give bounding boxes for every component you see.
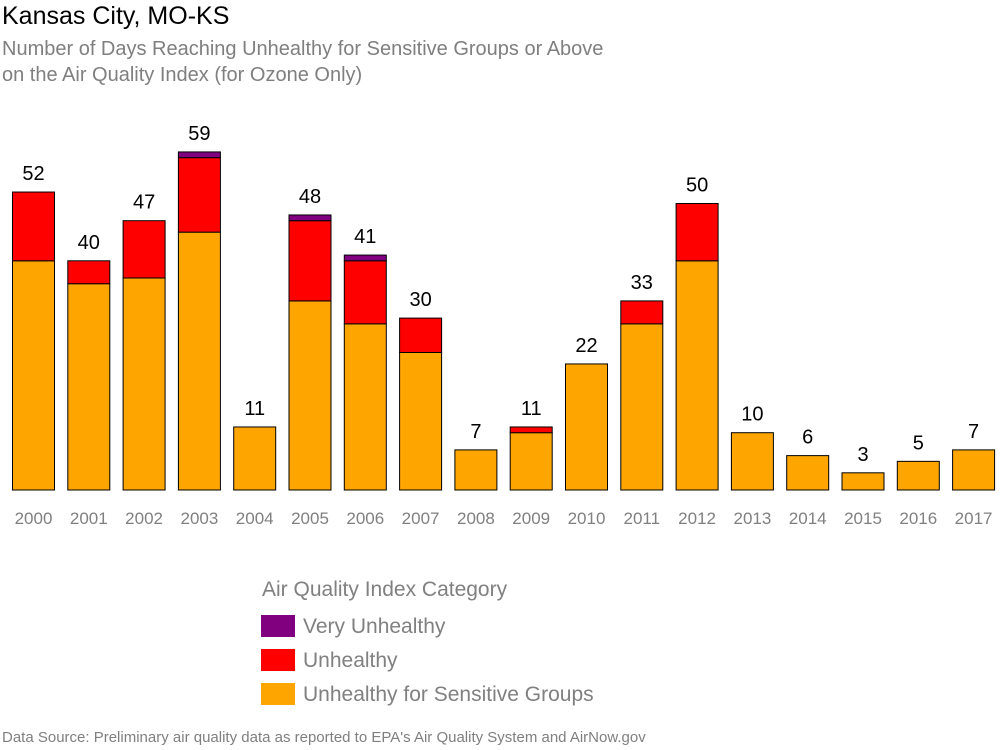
legend-title: Air Quality Index Category	[262, 578, 508, 601]
legend-swatch-very-unhealthy	[261, 615, 295, 637]
bar-total-label-2016: 5	[913, 432, 924, 454]
legend-label-very-unhealthy: Very Unhealthy	[303, 615, 446, 638]
bar-total-label-2000: 52	[22, 163, 44, 185]
legend: Air Quality Index Category Very Unhealthy…	[261, 578, 594, 706]
stacked-bar-chart: 52 40 47 59 11 48 41 30 7 11 22 33 50 10 6 3 5 7 2000 2001…	[12, 123, 996, 706]
bar-segment-usg-2001	[67, 283, 111, 491]
x-tick-label-2013: 2013	[733, 509, 771, 528]
x-tick-label-2017: 2017	[955, 509, 993, 528]
bar-segment-unhealthy-2002	[122, 220, 166, 279]
bar-segment-unhealthy-2012	[675, 203, 719, 262]
bar-total-label-2005: 48	[299, 186, 321, 208]
x-tick-label-2011: 2011	[624, 509, 661, 528]
bar-segment-usg-2008	[454, 449, 498, 491]
bar-segment-unhealthy-2011	[620, 300, 664, 325]
bar-segment-unhealthy-2009	[509, 426, 553, 434]
bar-segment-usg-2006	[343, 323, 387, 491]
x-tick-label-2014: 2014	[789, 509, 827, 528]
x-tick-label-2012: 2012	[678, 509, 716, 528]
x-tick-label-2016: 2016	[899, 509, 937, 528]
bar-segment-usg-2000	[12, 260, 55, 491]
total-labels-layer: 52 40 47 59 11 48 41 30 7 11 22 33 50 10 6 3 5 7	[22, 123, 979, 466]
bar-segment-usg-2003	[177, 231, 221, 491]
chart-title: Kansas City, MO-KS	[2, 2, 230, 30]
bar-total-label-2003: 59	[188, 123, 210, 145]
bar-total-label-2009: 11	[521, 398, 542, 420]
bar-segment-very-unhealthy-2003	[177, 151, 221, 159]
chart-subtitle: Number of Days Reaching Unhealthy for Se…	[2, 36, 603, 88]
bar-total-label-2014: 6	[802, 427, 813, 449]
x-axis-tick-labels: 2000 2001 2002 2003 2004 2005 2006 2007 2008 2009…	[15, 509, 993, 528]
bar-segment-usg-2016	[896, 460, 940, 491]
x-tick-label-2003: 2003	[180, 509, 218, 528]
bar-total-label-2012: 50	[686, 175, 708, 197]
bar-total-label-2017: 7	[968, 421, 979, 443]
x-tick-label-2002: 2002	[125, 509, 163, 528]
bar-total-label-2001: 40	[78, 232, 100, 254]
chart-subtitle-line-2: on the Air Quality Index (for Ozone Only…	[2, 64, 363, 86]
bars-layer	[12, 151, 996, 491]
legend-label-usg: Unhealthy for Sensitive Groups	[303, 683, 594, 706]
bar-total-label-2007: 30	[409, 289, 431, 311]
bar-total-label-2011: 33	[631, 272, 653, 294]
bar-segment-unhealthy-2007	[399, 317, 443, 353]
bar-segment-usg-2010	[565, 363, 608, 491]
x-tick-label-2000: 2000	[15, 509, 53, 528]
bar-segment-usg-2007	[399, 351, 443, 491]
bar-segment-unhealthy-2006	[343, 260, 387, 325]
x-tick-label-2004: 2004	[236, 509, 274, 528]
x-tick-label-2005: 2005	[291, 509, 329, 528]
bar-segment-very-unhealthy-2005	[288, 214, 332, 222]
bar-total-label-2015: 3	[857, 444, 868, 466]
bar-segment-usg-2002	[122, 277, 166, 491]
x-tick-label-2009: 2009	[512, 509, 550, 528]
x-tick-label-2006: 2006	[346, 509, 384, 528]
bar-segment-usg-2015	[841, 472, 885, 491]
bar-total-label-2008: 7	[470, 421, 481, 443]
bar-segment-usg-2011	[620, 323, 664, 491]
bar-total-label-2013: 10	[741, 404, 763, 426]
legend-label-unhealthy: Unhealthy	[303, 649, 398, 672]
bar-segment-usg-2014	[786, 455, 830, 491]
bar-segment-unhealthy-2003	[177, 157, 221, 233]
bar-segment-usg-2012	[675, 260, 719, 491]
legend-swatch-unhealthy	[261, 649, 295, 671]
x-tick-label-2015: 2015	[844, 509, 882, 528]
x-tick-label-2007: 2007	[402, 509, 440, 528]
x-tick-label-2010: 2010	[568, 509, 606, 528]
bar-segment-usg-2017	[952, 449, 996, 491]
x-tick-label-2001: 2001	[70, 509, 108, 528]
chart-subtitle-line-1: Number of Days Reaching Unhealthy for Se…	[2, 38, 604, 60]
bar-segment-unhealthy-2001	[67, 260, 111, 285]
bar-segment-unhealthy-2005	[288, 220, 332, 302]
bar-segment-usg-2009	[509, 432, 553, 491]
bar-total-label-2002: 47	[133, 192, 155, 214]
data-source-note: Data Source: Preliminary air quality dat…	[2, 729, 646, 746]
bar-total-label-2004: 11	[244, 398, 265, 420]
bar-segment-unhealthy-2000	[12, 191, 55, 262]
bar-segment-usg-2013	[730, 432, 774, 491]
bar-segment-very-unhealthy-2006	[343, 254, 387, 262]
bar-segment-usg-2004	[233, 426, 277, 491]
bar-total-label-2006: 41	[354, 226, 376, 248]
bar-segment-usg-2005	[288, 300, 332, 491]
x-tick-label-2008: 2008	[457, 509, 495, 528]
bar-total-label-2010: 22	[575, 335, 597, 357]
legend-swatch-usg	[261, 683, 295, 705]
